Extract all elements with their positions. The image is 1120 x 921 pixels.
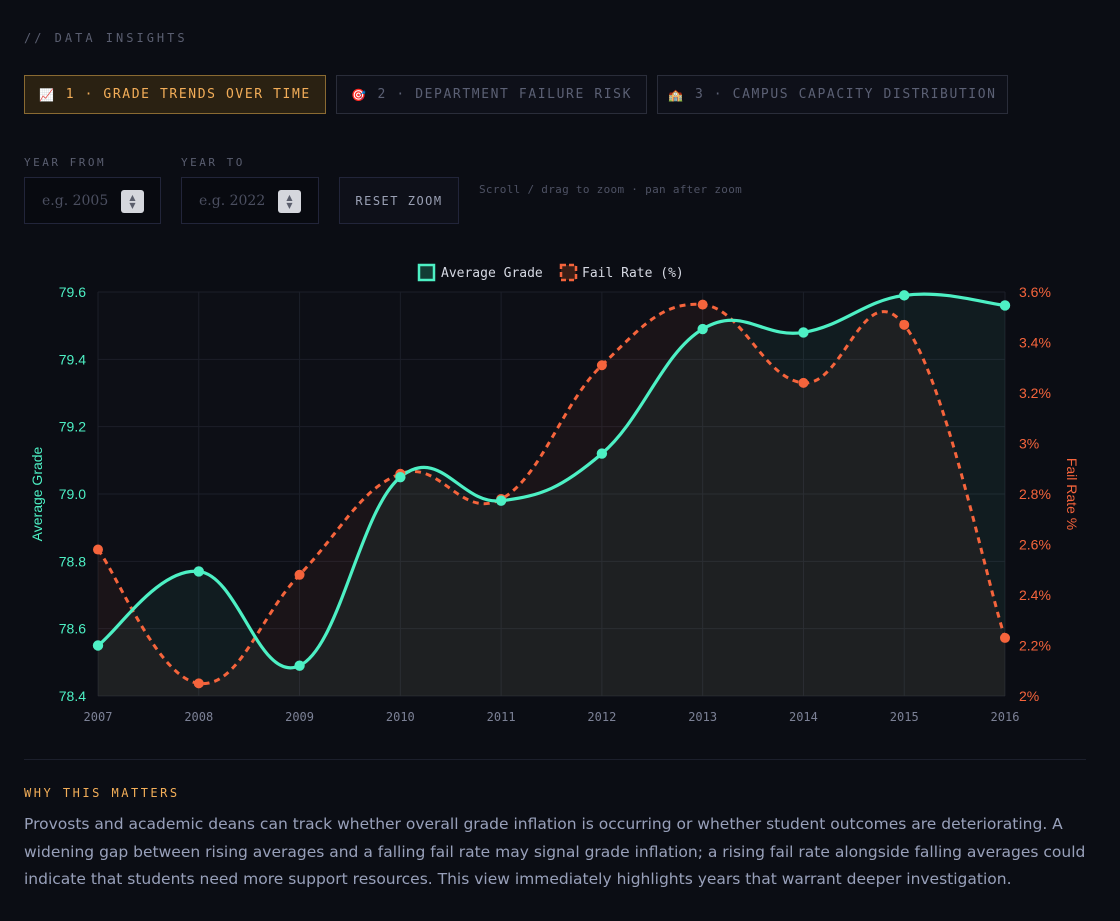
y-right-tick-label: 2.8% — [1019, 486, 1051, 502]
y-left-tick-label: 79.2 — [59, 419, 86, 435]
legend-label-average-grade: Average Grade — [441, 266, 543, 281]
school-icon: 🏫 — [668, 87, 685, 102]
x-tick-label: 2009 — [285, 710, 314, 724]
chevron-up-icon[interactable]: ▲ — [129, 192, 136, 202]
y-right-tick-label: 3.6% — [1019, 284, 1051, 300]
average-grade-point — [899, 290, 910, 301]
y-left-tick-label: 78.4 — [59, 688, 86, 704]
average-grade-line — [97, 292, 1006, 670]
x-tick-label: 2010 — [386, 710, 415, 724]
fail-rate-point — [697, 299, 708, 310]
y-right-tick-label: 3% — [1019, 436, 1039, 452]
x-tick-label: 2007 — [84, 710, 113, 724]
year-to-field: ▲ ▼ — [181, 177, 319, 224]
tab-label: 2 · DEPARTMENT FAILURE RISK — [377, 87, 633, 102]
x-tick-label: 2014 — [789, 710, 818, 724]
y-left-tick-label: 78.8 — [59, 553, 86, 569]
legend-swatch-average-grade — [417, 263, 436, 282]
fail-rate-point — [899, 319, 910, 330]
y-right-tick-label: 3.4% — [1019, 335, 1051, 351]
fail-rate-point — [1000, 632, 1010, 643]
y-left-tick-label: 79.0 — [59, 486, 86, 502]
y-right-tick-label: 2% — [1019, 688, 1039, 704]
legend-swatch-fail-rate — [559, 263, 578, 282]
divider — [24, 759, 1086, 760]
why-this-matters-title: WHY THIS MATTERS — [24, 786, 180, 800]
y-right-tick-label: 3.2% — [1019, 385, 1051, 401]
year-from-stepper[interactable]: ▲ ▼ — [121, 190, 144, 213]
fail-rate-point — [596, 360, 607, 371]
y-right-tick-label: 2.6% — [1019, 537, 1051, 553]
average-grade-area — [98, 294, 1005, 696]
tab-grade-trends[interactable]: 📈 1 · GRADE TRENDS OVER TIME — [24, 75, 326, 114]
x-tick-label: 2015 — [890, 710, 919, 724]
average-grade-point — [395, 471, 406, 483]
average-grade-point — [697, 323, 708, 335]
chevron-up-icon[interactable]: ▲ — [286, 192, 293, 202]
x-tick-label: 2008 — [184, 710, 213, 724]
chevron-down-icon[interactable]: ▼ — [286, 200, 293, 210]
section-label: // DATA INSIGHTS — [24, 31, 188, 45]
y-left-tick-label: 79.4 — [59, 351, 86, 367]
reset-zoom-button[interactable]: RESET ZOOM — [339, 177, 459, 224]
tab-label: 3 · CAMPUS CAPACITY DISTRIBUTION — [694, 87, 997, 102]
why-this-matters-body: Provosts and academic deans can track wh… — [24, 815, 1086, 888]
fail-rate-point — [294, 569, 305, 580]
y-left-tick-label: 79.6 — [59, 284, 86, 300]
tab-campus-capacity[interactable]: 🏫 3 · CAMPUS CAPACITY DISTRIBUTION — [657, 75, 1008, 114]
tab-label: 1 · GRADE TRENDS OVER TIME — [65, 87, 311, 102]
x-tick-label: 2013 — [688, 710, 717, 724]
chevron-down-icon[interactable]: ▼ — [129, 200, 136, 210]
x-tick-label: 2012 — [587, 710, 616, 724]
fail-rate-point — [193, 678, 204, 689]
year-to-stepper[interactable]: ▲ ▼ — [278, 190, 301, 213]
fail-rate-area — [98, 304, 1005, 696]
average-grade-point — [596, 448, 608, 459]
average-grade-point — [294, 660, 305, 671]
average-grade-point — [92, 640, 104, 651]
average-grade-point — [798, 327, 809, 338]
chart-increasing-icon: 📈 — [39, 87, 56, 102]
y-left-axis-title: Average Grade — [29, 446, 45, 541]
y-left-tick-label: 78.6 — [59, 621, 86, 637]
fail-rate-line — [96, 302, 1007, 685]
x-tick-label: 2016 — [991, 710, 1020, 724]
grade-trends-chart[interactable]: 78.4 78.6 78.8 79.0 79.2 79.4 79.6 2007 2008 2009… — [0, 250, 1120, 730]
fail-rate-point — [93, 544, 103, 555]
average-grade-point — [999, 300, 1011, 311]
target-icon: 🎯 — [350, 87, 368, 102]
zoom-hint: Scroll / drag to zoom · pan after zoom — [479, 183, 743, 196]
legend-label-fail-rate: Fail Rate (%) — [582, 266, 684, 281]
y-right-tick-label: 2.2% — [1019, 638, 1051, 654]
year-to-label: YEAR TO — [181, 156, 245, 169]
fail-rate-point — [798, 377, 809, 388]
x-tick-label: 2011 — [487, 710, 516, 724]
y-right-tick-label: 2.4% — [1019, 587, 1051, 603]
average-grade-point — [495, 495, 507, 506]
y-right-axis-title: Fail Rate % — [1064, 458, 1080, 530]
average-grade-point — [193, 566, 204, 577]
tab-department-failure-risk[interactable]: 🎯 2 · DEPARTMENT FAILURE RISK — [336, 75, 647, 114]
year-from-label: YEAR FROM — [24, 156, 107, 169]
year-from-field: ▲ ▼ — [24, 177, 161, 224]
